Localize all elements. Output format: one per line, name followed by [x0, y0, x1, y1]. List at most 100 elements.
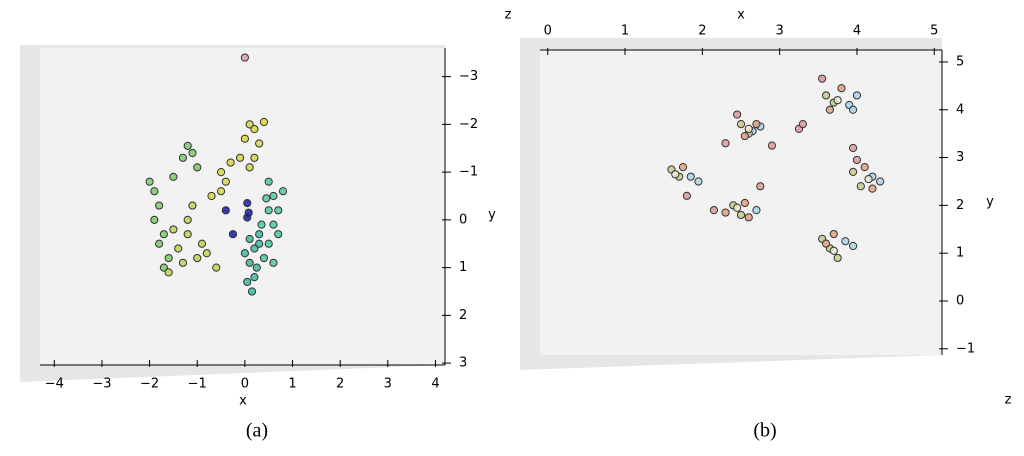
x-axis-label: x — [239, 394, 247, 409]
point — [852, 155, 862, 165]
point — [740, 198, 749, 208]
point — [709, 206, 719, 215]
point — [250, 125, 259, 134]
point — [829, 229, 838, 239]
point — [733, 203, 742, 212]
point — [274, 206, 283, 215]
point — [848, 143, 858, 153]
point — [183, 230, 192, 239]
point — [212, 263, 221, 272]
point — [833, 96, 842, 105]
point — [178, 153, 188, 162]
point — [752, 206, 761, 215]
point — [821, 91, 831, 100]
x-tick-label: −2 — [140, 377, 159, 392]
point — [744, 213, 753, 222]
point — [240, 249, 249, 258]
point — [145, 177, 154, 186]
point — [721, 208, 730, 217]
x-tick-label: 0 — [241, 377, 249, 392]
point — [678, 163, 688, 172]
y-tick-label: 0 — [459, 212, 467, 227]
x-axis-label: x — [737, 8, 745, 23]
point — [744, 124, 753, 133]
x-tick-label: 1 — [621, 24, 629, 39]
y-tick-label: 4 — [956, 102, 964, 117]
point — [269, 220, 278, 229]
z-axis-label: z — [505, 8, 512, 23]
point — [682, 191, 691, 200]
point — [255, 239, 264, 248]
point — [243, 277, 252, 287]
point — [250, 153, 259, 162]
point — [756, 182, 765, 191]
point — [216, 168, 226, 177]
caption: (a) — [246, 420, 268, 442]
point — [207, 191, 216, 201]
point — [837, 84, 846, 93]
x-tick-label: 1 — [288, 377, 296, 392]
y-tick-label: 0 — [956, 293, 964, 308]
point — [798, 119, 807, 129]
y-tick-label: 2 — [956, 198, 964, 213]
point — [159, 263, 168, 272]
point — [183, 141, 192, 150]
point — [264, 239, 273, 248]
point — [150, 187, 159, 196]
point — [848, 241, 858, 251]
x-tick-label: −4 — [45, 377, 64, 392]
point — [240, 134, 249, 143]
point — [736, 210, 746, 220]
point — [259, 253, 269, 263]
y-tick-label: 1 — [459, 260, 467, 275]
point — [221, 177, 230, 186]
point — [164, 253, 173, 263]
point — [164, 268, 173, 277]
point — [202, 249, 211, 258]
point — [243, 199, 252, 208]
point — [686, 172, 695, 181]
y-tick-label: 5 — [956, 54, 964, 69]
point — [183, 215, 192, 224]
point — [247, 287, 257, 296]
y-tick-label: 2 — [459, 308, 467, 323]
point — [159, 230, 168, 239]
x-tick-label: 2 — [698, 24, 706, 39]
point — [255, 230, 264, 239]
point — [833, 253, 842, 263]
point — [671, 170, 680, 179]
y-tick-label: −1 — [459, 165, 478, 180]
point — [188, 148, 197, 158]
point — [721, 139, 730, 148]
z-axis-label: z — [1005, 393, 1012, 408]
point — [245, 163, 254, 172]
point — [245, 258, 254, 267]
point — [829, 246, 838, 255]
x-tick-label: 5 — [930, 24, 938, 39]
point — [269, 191, 278, 201]
point — [193, 163, 202, 172]
point — [848, 105, 858, 114]
point — [262, 194, 271, 203]
point — [150, 215, 159, 224]
point — [155, 239, 164, 248]
point — [245, 234, 254, 244]
point — [250, 244, 259, 253]
y-tick-label: −3 — [459, 69, 478, 84]
point — [694, 177, 703, 186]
point — [255, 139, 264, 148]
point — [257, 220, 266, 229]
point — [226, 158, 235, 167]
x-tick-label: 4 — [853, 24, 861, 39]
point — [178, 258, 188, 267]
point — [264, 177, 273, 186]
point — [818, 74, 827, 83]
y-tick-label: 3 — [459, 356, 467, 371]
point — [216, 187, 226, 196]
point — [852, 91, 862, 100]
point — [236, 153, 245, 162]
x-tick-label: 3 — [776, 24, 784, 39]
y-tick-label: −2 — [459, 117, 478, 132]
point — [188, 201, 197, 210]
